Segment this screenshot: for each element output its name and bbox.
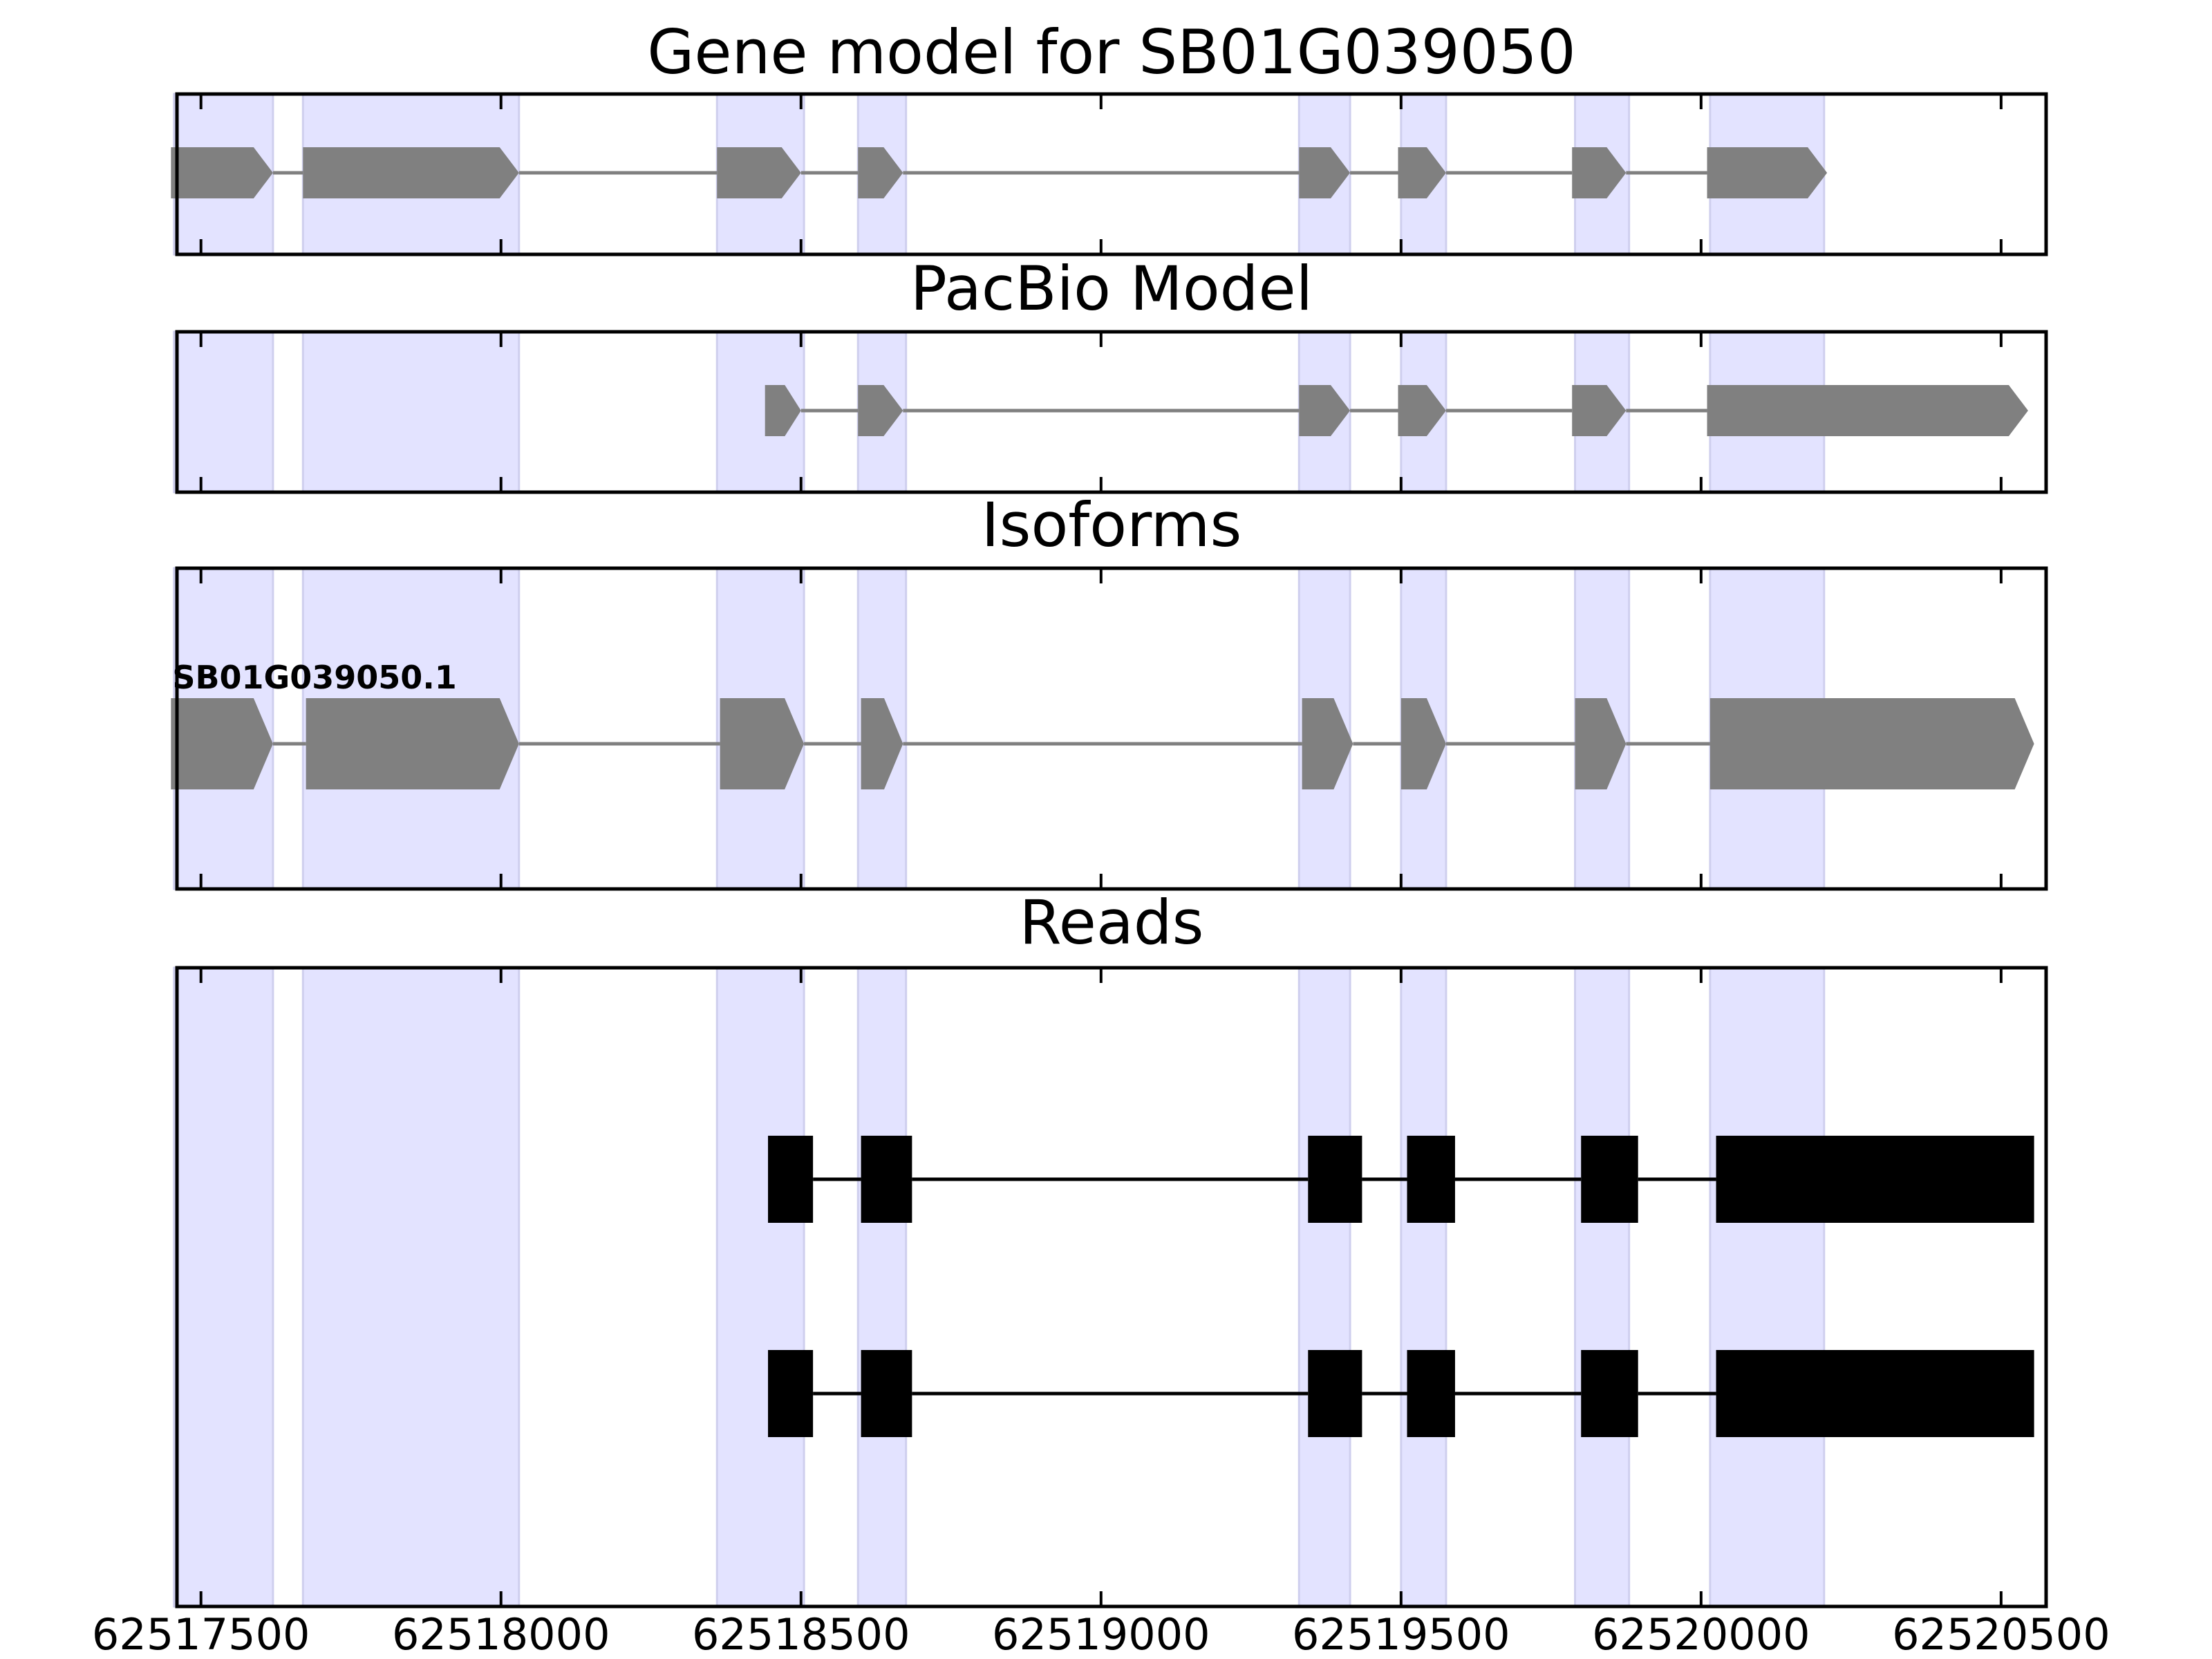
read-block <box>768 1136 814 1223</box>
read-block <box>1716 1136 2034 1223</box>
isoform-exon <box>720 698 805 789</box>
panel-isoforms: Isoforms SB01G039050.1 <box>171 489 2048 891</box>
panel-reads: Reads <box>173 887 2048 1609</box>
pacbio-model-exon <box>1299 385 1351 436</box>
gene-model-exon <box>1398 147 1446 198</box>
pacbio-model-exon <box>858 385 903 436</box>
exon-highlight-region <box>173 330 274 494</box>
panel-title-isoforms: Isoforms <box>982 489 1242 561</box>
panel-title-pacbio-model: PacBio Model <box>910 253 1313 324</box>
isoform-label: SB01G039050.1 <box>172 659 456 696</box>
isoforms-plot-area: SB01G039050.1 <box>171 566 2048 891</box>
panel-title-reads: Reads <box>1020 887 1204 958</box>
isoform-exon <box>1709 698 2034 789</box>
gene-model-exon <box>303 147 519 198</box>
x-tick-label: 62520000 <box>1592 1609 1810 1659</box>
panel-frame <box>175 966 2048 1609</box>
isoform-exon <box>1302 698 1353 789</box>
panel-pacbio-model: PacBio Model <box>173 253 2048 494</box>
panel-frame <box>175 92 2048 256</box>
read-block <box>1581 1136 1638 1223</box>
isoform-exon <box>1575 698 1627 789</box>
gene-model-exon <box>1572 147 1627 198</box>
read-block <box>1407 1350 1455 1437</box>
exon-highlight-region <box>173 966 274 1608</box>
read-block <box>861 1350 912 1437</box>
read-block <box>1407 1136 1455 1223</box>
gene-model-exon <box>171 147 273 198</box>
panel-title-gene-model: Gene model for SB01G039050 <box>647 17 1576 88</box>
read-block <box>1581 1350 1638 1437</box>
exon-highlight-region <box>301 966 521 1608</box>
exon-highlight-region <box>1297 966 1351 1608</box>
exon-highlight-region <box>715 966 805 1608</box>
gene-model-exon <box>1299 147 1351 198</box>
pacbio-model-exon <box>1707 385 2028 436</box>
isoform-exon <box>1400 698 1446 789</box>
exon-highlight-region <box>1709 966 1826 1608</box>
read-block <box>1308 1350 1362 1437</box>
panel-frame <box>175 330 2048 494</box>
read-block <box>861 1136 912 1223</box>
pacbio-model-exon <box>1572 385 1627 436</box>
isoform-exon <box>861 698 903 789</box>
exon-highlight-region <box>301 330 521 494</box>
read-block <box>1716 1350 2034 1437</box>
exon-highlight-region <box>856 966 908 1608</box>
x-tick-label: 62518000 <box>392 1609 610 1659</box>
pacbio-model-exon <box>1398 385 1446 436</box>
isoform-exon <box>171 698 273 789</box>
read-block <box>1308 1136 1362 1223</box>
x-tick-label: 62518500 <box>692 1609 910 1659</box>
gene-model-plot-area <box>171 92 2048 256</box>
gene-model-exon <box>858 147 903 198</box>
read-block <box>768 1350 814 1437</box>
x-tick-label: 62519000 <box>992 1609 1210 1659</box>
gene-model-exon <box>717 147 801 198</box>
exon-highlight-region <box>1574 966 1631 1608</box>
reads-plot-area <box>173 966 2048 1609</box>
panel-gene-model: Gene model for SB01G039050 <box>171 17 2048 256</box>
x-tick-label: 62517500 <box>92 1609 310 1659</box>
panel-frame <box>175 566 2048 891</box>
isoform-exon <box>306 698 519 789</box>
gene-model-exon <box>1707 147 1828 198</box>
pacbio-model-plot-area <box>173 330 2048 494</box>
x-tick-label: 62520500 <box>1892 1609 2110 1659</box>
x-axis: 62517500 62518000 62518500 62519000 62519500… <box>92 1609 2110 1659</box>
exon-highlight-region <box>1400 966 1447 1608</box>
pacbio-model-exon <box>765 385 801 436</box>
x-tick-label: 62519500 <box>1292 1609 1510 1659</box>
